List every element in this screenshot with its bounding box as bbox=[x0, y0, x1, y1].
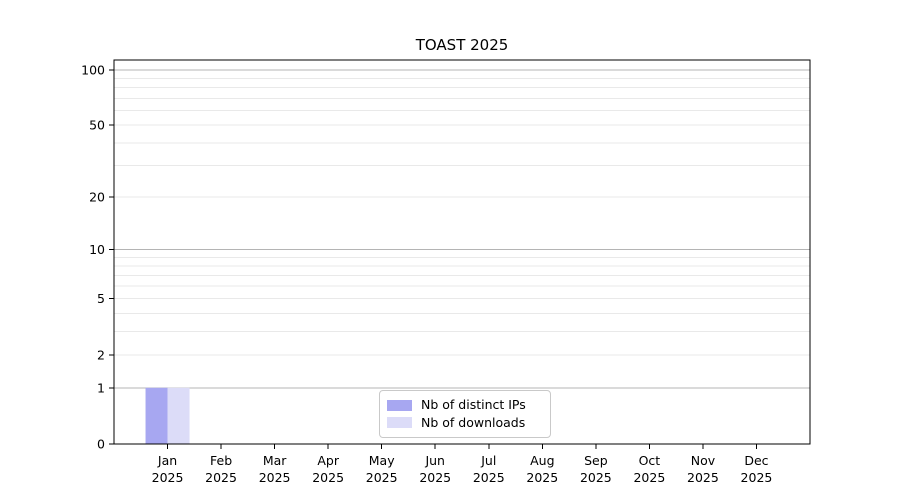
x-tick-label-month: Jul bbox=[480, 453, 496, 468]
y-tick-label: 10 bbox=[89, 242, 105, 257]
legend: Nb of distinct IPs Nb of downloads bbox=[379, 390, 551, 438]
legend-label-downloads: Nb of downloads bbox=[421, 414, 526, 430]
plot-frame bbox=[113, 59, 811, 445]
x-tick-label-month: Dec bbox=[744, 453, 768, 468]
x-tick-label-year: 2025 bbox=[580, 470, 612, 485]
y-tick-label: 20 bbox=[89, 190, 105, 205]
x-tick-label-month: Apr bbox=[317, 453, 339, 468]
legend-label-distinct-ips: Nb of distinct IPs bbox=[421, 397, 526, 412]
x-tick-label-year: 2025 bbox=[741, 470, 773, 485]
x-tick-label-month: Feb bbox=[210, 453, 232, 468]
y-tick-label: 5 bbox=[97, 291, 105, 306]
x-tick-label-month: Jan bbox=[157, 453, 177, 468]
x-tick-label-month: Mar bbox=[263, 453, 287, 468]
x-tick-label-month: Jun bbox=[424, 453, 445, 468]
x-tick-label-year: 2025 bbox=[473, 470, 505, 485]
x-tick-label-year: 2025 bbox=[152, 470, 184, 485]
x-tick-label-month: Oct bbox=[639, 453, 661, 468]
x-tick-label-year: 2025 bbox=[526, 470, 558, 485]
bar-distinct-ips bbox=[145, 387, 168, 444]
x-tick-label-year: 2025 bbox=[366, 470, 398, 485]
x-tick-label-month: Aug bbox=[530, 453, 554, 468]
y-tick-label: 2 bbox=[97, 347, 105, 362]
x-tick-label-year: 2025 bbox=[259, 470, 291, 485]
x-tick-label-year: 2025 bbox=[419, 470, 451, 485]
legend-item-distinct-ips: Nb of distinct IPs bbox=[387, 397, 550, 412]
legend-item-downloads: Nb of downloads bbox=[387, 414, 550, 430]
x-tick-label-year: 2025 bbox=[205, 470, 237, 485]
y-tick-label: 1 bbox=[97, 380, 105, 395]
x-tick-label-month: Nov bbox=[691, 453, 716, 468]
x-tick-label-year: 2025 bbox=[312, 470, 344, 485]
x-tick-label-year: 2025 bbox=[687, 470, 719, 485]
x-tick-label-month: Sep bbox=[584, 453, 608, 468]
chart-title: TOAST 2025 bbox=[415, 36, 509, 54]
x-tick-label-year: 2025 bbox=[633, 470, 665, 485]
x-tick-label-month: May bbox=[369, 453, 395, 468]
legend-swatch-downloads bbox=[387, 417, 412, 429]
y-tick-label: 100 bbox=[81, 62, 105, 77]
y-tick-label: 0 bbox=[97, 437, 105, 452]
legend-swatch-distinct-ips bbox=[387, 399, 412, 411]
bar-downloads bbox=[167, 387, 190, 444]
y-tick-label: 50 bbox=[89, 118, 105, 133]
